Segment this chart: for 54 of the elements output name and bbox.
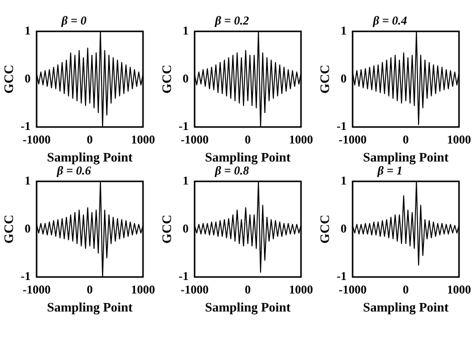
- chart-title: β = 0.4: [372, 13, 407, 28]
- y-tick-label: 0: [340, 71, 347, 86]
- y-axis-title: GCC: [1, 64, 16, 94]
- y-axis-title: GCC: [317, 64, 332, 94]
- y-axis-title: GCC: [317, 214, 332, 244]
- x-tick-label: -1000: [22, 282, 51, 296]
- y-axis-title: GCC: [159, 64, 174, 94]
- x-tick-label: -1000: [180, 132, 209, 146]
- y-tick-label: 0: [182, 221, 189, 236]
- x-tick-label: 1000: [131, 132, 155, 146]
- x-tick-label: 1000: [447, 132, 471, 146]
- x-axis-title: Sampling Point: [46, 300, 134, 315]
- x-tick-label: 0: [86, 282, 93, 296]
- x-tick-label: 1000: [131, 282, 155, 296]
- x-tick-label: 1000: [447, 282, 471, 296]
- chart-title: β = 0.6: [56, 163, 91, 178]
- x-axis-title: Sampling Point: [362, 150, 450, 165]
- x-tick-label: 0: [402, 132, 409, 146]
- y-tick-label: 1: [24, 173, 31, 188]
- chart-title: β = 0: [60, 13, 86, 28]
- chart-title: β = 0.8: [214, 163, 249, 178]
- y-tick-label: -1: [336, 119, 347, 134]
- y-axis-title: GCC: [1, 214, 16, 244]
- y-tick-label: 0: [24, 221, 31, 236]
- x-tick-label: -1000: [22, 132, 51, 146]
- chart-title: β = 0.2: [214, 13, 249, 28]
- y-tick-label: -1: [20, 119, 31, 134]
- x-tick-label: -1000: [338, 132, 367, 146]
- x-tick-label: 0: [244, 132, 251, 146]
- x-tick-label: 0: [244, 282, 251, 296]
- x-tick-label: 0: [402, 282, 409, 296]
- y-tick-label: 1: [340, 173, 347, 188]
- x-axis-title: Sampling Point: [204, 300, 292, 315]
- x-axis-title: Sampling Point: [204, 150, 292, 165]
- x-axis-title: Sampling Point: [46, 150, 134, 165]
- y-tick-label: 0: [340, 221, 347, 236]
- y-tick-label: 0: [182, 71, 189, 86]
- x-tick-label: 1000: [289, 282, 313, 296]
- x-tick-label: -1000: [180, 282, 209, 296]
- y-tick-label: 0: [24, 71, 31, 86]
- y-tick-label: -1: [178, 119, 189, 134]
- y-tick-label: -1: [336, 269, 347, 284]
- x-tick-label: 0: [86, 132, 93, 146]
- y-tick-label: 1: [182, 173, 189, 188]
- x-axis-title: Sampling Point: [362, 300, 450, 315]
- y-tick-label: -1: [20, 269, 31, 284]
- y-tick-label: -1: [178, 269, 189, 284]
- y-tick-label: 1: [340, 23, 347, 38]
- y-tick-label: 1: [24, 23, 31, 38]
- y-axis-title: GCC: [159, 214, 174, 244]
- chart-title: β = 1: [376, 163, 402, 178]
- x-tick-label: -1000: [338, 282, 367, 296]
- y-tick-label: 1: [182, 23, 189, 38]
- x-tick-label: 1000: [289, 132, 313, 146]
